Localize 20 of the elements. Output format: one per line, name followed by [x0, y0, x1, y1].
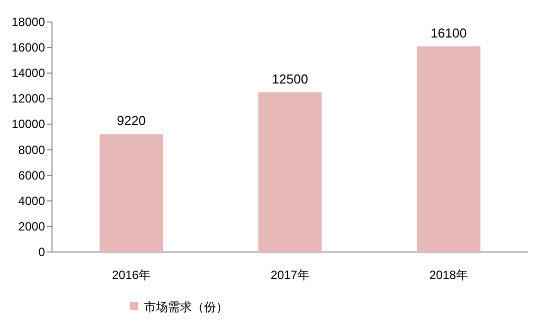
y-tick-label: 16000 [12, 40, 46, 55]
x-tick-label: 2017年 [270, 268, 310, 282]
data-label: 12500 [272, 71, 308, 86]
bar [258, 92, 322, 252]
y-tick-label: 12000 [12, 92, 46, 106]
data-label: 9220 [116, 113, 146, 128]
legend-label: 市场需求（份） [144, 300, 228, 314]
y-tick-label: 0 [38, 245, 46, 259]
y-tick-label: 14000 [12, 66, 46, 80]
y-tick-label: 8000 [18, 142, 46, 157]
y-tick-label: 18000 [12, 15, 46, 29]
y-tick-label: 2000 [18, 219, 46, 234]
x-tick-label: 2018年 [429, 268, 468, 282]
x-tick-label: 2016年 [112, 268, 151, 282]
data-label: 16100 [430, 25, 467, 40]
y-tick-label: 4000 [18, 194, 46, 208]
bar [416, 46, 480, 252]
y-tick-label: 10000 [12, 117, 46, 132]
bar [100, 134, 164, 252]
y-tick-label: 6000 [18, 168, 46, 182]
